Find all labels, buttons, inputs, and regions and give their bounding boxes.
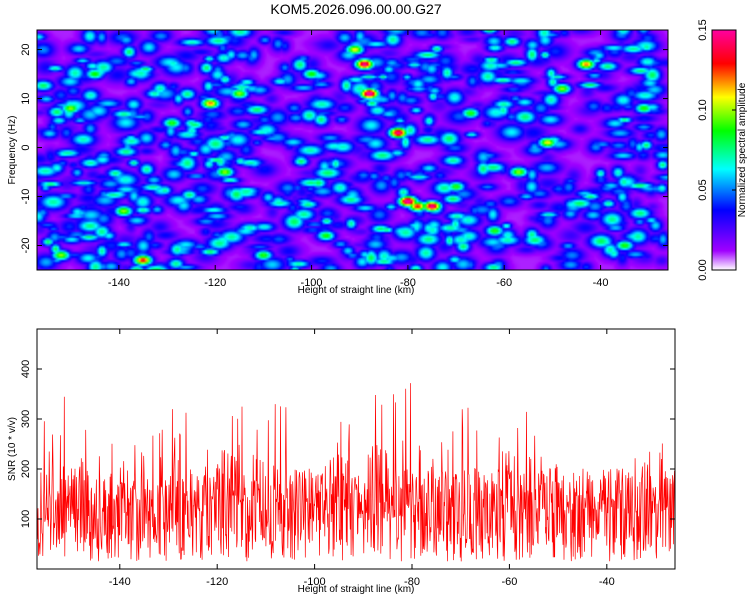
colorbar-tick-label: 0.10 bbox=[697, 99, 709, 120]
x-tick-label: -80 bbox=[404, 576, 420, 588]
heatmap-frame bbox=[36, 29, 669, 271]
colorbar-gradient bbox=[711, 29, 737, 271]
y-tick-label: 200 bbox=[20, 460, 32, 478]
x-tick-label: -40 bbox=[593, 277, 609, 289]
colorbar-label: Normalized spectral amplitude bbox=[737, 82, 748, 217]
y-tick-label: 400 bbox=[20, 360, 32, 378]
colorbar: 0.00 0.05 0.10 0.15 Normalized spectral amp… bbox=[697, 19, 748, 280]
x-tick-label: -40 bbox=[599, 576, 615, 588]
y-tick-label: 20 bbox=[20, 43, 32, 55]
colorbar-tick-label: 0.00 bbox=[697, 259, 709, 280]
heatmap-x-axis: -140 -120 -100 -80 -60 -40 bbox=[108, 30, 609, 289]
snr-y-axis-label: SNR (10 * v/v) bbox=[7, 417, 18, 481]
x-tick-label: -140 bbox=[109, 576, 131, 588]
heatmap-raster bbox=[37, 30, 668, 270]
heatmap-image bbox=[37, 30, 668, 270]
x-tick-label: -120 bbox=[204, 277, 226, 289]
colorbar-tick-label: 0.05 bbox=[697, 179, 709, 200]
snr-y-axis: 100 200 300 400 bbox=[20, 360, 675, 528]
x-tick-label: -60 bbox=[501, 576, 517, 588]
heatmap-x-axis-label: Height of straight line (km) bbox=[298, 285, 415, 296]
heatmap-panel: -140 -120 -100 -80 -60 -40 20 10 0 -10 -20 Height… bbox=[7, 29, 669, 296]
y-tick-label: 10 bbox=[20, 92, 32, 104]
snr-x-axis: -140 -120 -100 -80 -60 -40 bbox=[109, 329, 615, 588]
heatmap-y-axis: 20 10 0 -10 -20 bbox=[20, 43, 668, 253]
colorbar-ticks: 0.00 0.05 0.10 0.15 bbox=[697, 19, 736, 281]
x-tick-label: -80 bbox=[400, 277, 416, 289]
y-tick-label: -20 bbox=[20, 238, 32, 254]
y-tick-label: 100 bbox=[20, 510, 32, 528]
x-tick-label: -100 bbox=[301, 277, 323, 289]
x-tick-label: -100 bbox=[304, 576, 326, 588]
snr-x-axis-label: Height of straight line (km) bbox=[298, 584, 415, 595]
y-tick-label: -10 bbox=[20, 189, 32, 205]
y-tick-label: 0 bbox=[20, 144, 32, 150]
snr-series-line bbox=[37, 383, 675, 562]
figure-title: KOM5.2026.096.00.00.G27 bbox=[270, 1, 441, 17]
x-tick-label: -120 bbox=[206, 576, 228, 588]
heatmap-y-axis-label: Frequency (Hz) bbox=[7, 116, 18, 185]
x-tick-label: -140 bbox=[108, 277, 130, 289]
snr-frame bbox=[36, 328, 676, 570]
colorbar-tick-label: 0.15 bbox=[697, 19, 709, 40]
x-tick-label: -60 bbox=[496, 277, 512, 289]
y-tick-label: 300 bbox=[20, 410, 32, 428]
snr-panel: -140 -120 -100 -80 -60 -40 100 200 300 400 Heigh… bbox=[7, 328, 676, 595]
